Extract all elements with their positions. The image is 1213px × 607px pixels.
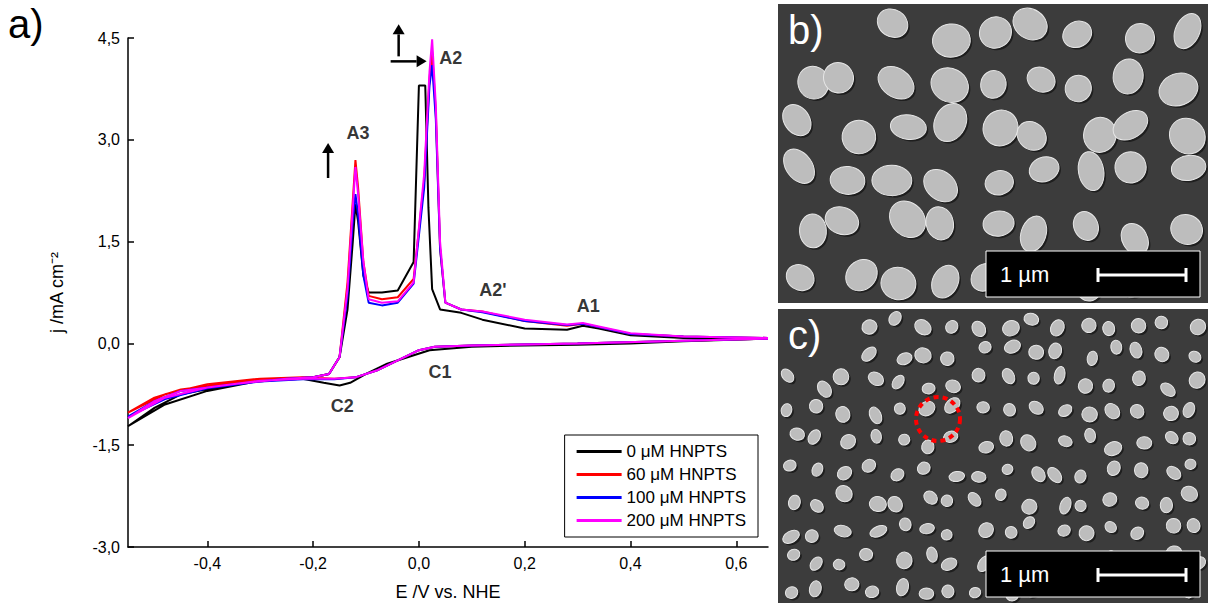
svg-text:0,2: 0,2: [514, 555, 536, 572]
svg-text:A1: A1: [577, 296, 600, 316]
svg-text:0,0: 0,0: [98, 335, 120, 352]
svg-text:0,4: 0,4: [619, 555, 641, 572]
svg-text:1 µm: 1 µm: [1000, 562, 1049, 587]
svg-text:j /mA cm⁻²: j /mA cm⁻²: [47, 252, 67, 334]
svg-text:E /V vs. NHE: E /V vs. NHE: [395, 582, 500, 602]
svg-text:100 μM HNPTS: 100 μM HNPTS: [627, 488, 746, 507]
svg-text:c): c): [788, 313, 821, 357]
svg-text:-0,4: -0,4: [194, 555, 222, 572]
svg-text:0,0: 0,0: [408, 555, 430, 572]
svg-text:C2: C2: [331, 396, 354, 416]
svg-text:A2': A2': [479, 280, 506, 300]
svg-text:A2: A2: [439, 48, 462, 68]
svg-text:0,6: 0,6: [725, 555, 747, 572]
svg-text:b): b): [788, 8, 824, 52]
svg-text:0 μM HNPTS: 0 μM HNPTS: [627, 442, 727, 461]
svg-text:1,5: 1,5: [98, 233, 120, 250]
svg-text:3,0: 3,0: [98, 131, 120, 148]
svg-text:-1,5: -1,5: [92, 437, 120, 454]
svg-text:A3: A3: [347, 123, 370, 143]
svg-text:60 μM HNPTS: 60 μM HNPTS: [627, 465, 737, 484]
svg-text:-3,0: -3,0: [92, 539, 120, 556]
svg-text:4,5: 4,5: [98, 30, 120, 47]
svg-text:1 µm: 1 µm: [1000, 262, 1049, 287]
svg-text:C1: C1: [429, 362, 452, 382]
svg-text:200 μM HNPTS: 200 μM HNPTS: [627, 511, 746, 530]
svg-text:a): a): [8, 2, 44, 46]
svg-text:-0,2: -0,2: [299, 555, 327, 572]
